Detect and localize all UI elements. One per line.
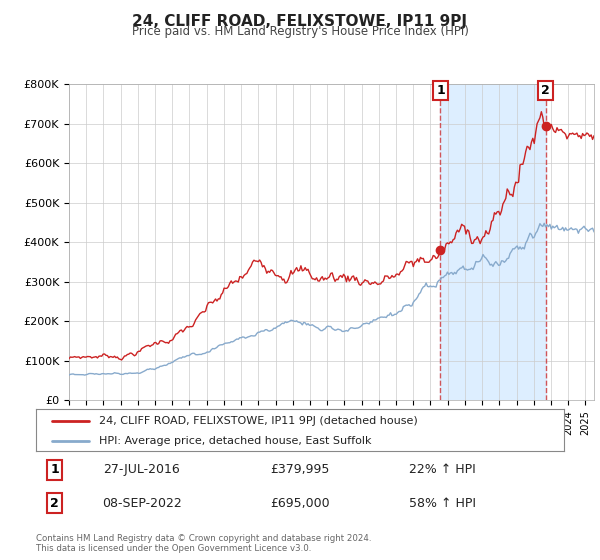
- Text: HPI: Average price, detached house, East Suffolk: HPI: Average price, detached house, East…: [100, 436, 372, 446]
- Text: £379,995: £379,995: [271, 463, 329, 477]
- Bar: [440, 84, 545, 400]
- Text: 24, CLIFF ROAD, FELIXSTOWE, IP11 9PJ: 24, CLIFF ROAD, FELIXSTOWE, IP11 9PJ: [133, 14, 467, 29]
- Text: 1: 1: [436, 84, 445, 97]
- Text: Contains HM Land Registry data © Crown copyright and database right 2024.
This d: Contains HM Land Registry data © Crown c…: [36, 534, 371, 553]
- Text: Price paid vs. HM Land Registry's House Price Index (HPI): Price paid vs. HM Land Registry's House …: [131, 25, 469, 38]
- Text: 2: 2: [541, 84, 550, 97]
- Text: 08-SEP-2022: 08-SEP-2022: [102, 497, 181, 510]
- Text: 24, CLIFF ROAD, FELIXSTOWE, IP11 9PJ (detached house): 24, CLIFF ROAD, FELIXSTOWE, IP11 9PJ (de…: [100, 416, 418, 426]
- Text: 58% ↑ HPI: 58% ↑ HPI: [409, 497, 476, 510]
- Text: 27-JUL-2016: 27-JUL-2016: [103, 463, 180, 477]
- Text: 1: 1: [50, 463, 59, 477]
- Text: 22% ↑ HPI: 22% ↑ HPI: [409, 463, 476, 477]
- Text: 2: 2: [50, 497, 59, 510]
- Text: £695,000: £695,000: [270, 497, 330, 510]
